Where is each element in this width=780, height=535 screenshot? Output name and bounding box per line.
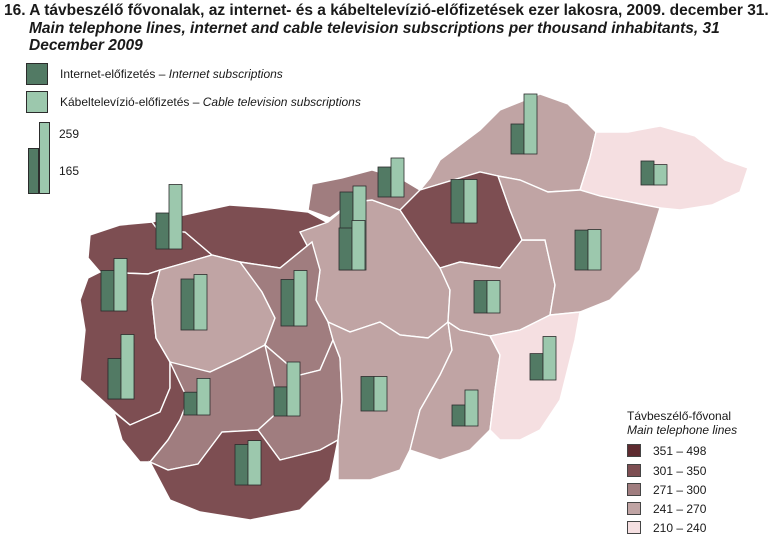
bar-internet-bacs-kiskun [360, 376, 375, 412]
legend-class-swatch [627, 521, 641, 534]
legend-class-4: 241 – 270 [627, 502, 777, 516]
bar-internet-fejer [280, 279, 295, 327]
scale-label-small: 165 [59, 164, 80, 178]
choropleth-legend: Távbeszélő-fővonal Main telephone lines … [627, 409, 777, 535]
bar-cable-borsod-abauj-zemplen [523, 93, 538, 155]
legend-swatch-internet [26, 63, 48, 85]
bar-internet-hajdu-bihar [574, 229, 589, 271]
legend-swatch-cable [26, 91, 48, 113]
choropleth-legend-title-hu: Távbeszélő-fővonal [627, 409, 732, 423]
legend-class-label: 301 – 350 [653, 464, 707, 478]
bar-cable-hajdu-bihar [587, 229, 602, 271]
bar-cable-bekes [542, 336, 557, 381]
legend-class-5: 210 – 240 [627, 521, 777, 535]
bar-cable-somogy [196, 377, 211, 416]
bar-cable-pest [351, 220, 366, 271]
bar-internet-veszprem [180, 278, 195, 331]
bar-internet-tolna [273, 386, 288, 417]
bar-cable-fejer [293, 270, 308, 327]
bar-cable-veszprem [193, 274, 208, 331]
map-title: 16. A távbeszélő fővonalak, az internet-… [4, 2, 769, 19]
bar-internet-bekes [529, 353, 544, 381]
bar-internet-jasz-nagykun-szolnok [473, 280, 488, 314]
bar-cable-gyor-moson-sopron [113, 258, 128, 312]
bar-internet-zala [107, 358, 122, 400]
scale-label-big: 259 [59, 127, 80, 141]
legend-class-label: 271 – 300 [653, 483, 707, 497]
bar-internet-borsod-abauj-zemplen [510, 123, 525, 155]
choropleth-legend-title-en: Main telephone lines [627, 423, 738, 437]
legend-class-label: 210 – 240 [653, 521, 707, 535]
bar-internet-heves [450, 179, 465, 224]
legend-label-internet-hu: Internet-előfizetés – [60, 67, 169, 81]
bar-internet-somogy [183, 391, 198, 416]
bar-cable-tolna [286, 361, 301, 417]
bar-cable-bacs-kiskun [373, 376, 388, 412]
map-subtitle: Main telephone lines, internet and cable… [29, 20, 720, 54]
legend-label-internet-en: Internet subscriptions [168, 67, 283, 81]
bar-internet-baranya [234, 444, 249, 486]
bar-cable-zala [120, 334, 135, 400]
legend-class-2: 301 – 350 [627, 464, 777, 478]
bar-internet-komarom-esztergom [155, 212, 170, 250]
legend-class-label: 351 – 498 [653, 444, 707, 458]
legend-label-cable-hu: Kábeltelevízió-előfizetés – [60, 95, 203, 109]
legend-class-3: 271 – 300 [627, 483, 777, 497]
bar-internet-pest [338, 227, 353, 271]
legend-class-swatch [627, 444, 641, 457]
bar-cable-csongrad [464, 389, 479, 427]
bar-cable-szabolcs-szatmar-bereg [653, 164, 668, 186]
bar-cable-baranya [247, 440, 262, 486]
bar-cable-komarom-esztergom [168, 184, 183, 250]
bar-internet-csongrad [451, 404, 466, 427]
legend-class-swatch [627, 483, 641, 496]
county-bars [100, 93, 668, 486]
title-block: 16. A távbeszélő fővonalak, az internet-… [4, 2, 778, 54]
bar-cable-nograd [390, 157, 405, 198]
legend-class-1: 351 – 498 [627, 444, 777, 458]
bar-cable-jasz-nagykun-szolnok [486, 280, 501, 314]
scale-bar-big [39, 122, 50, 194]
bar-internet-nograd [377, 166, 392, 198]
legend-class-swatch [627, 464, 641, 477]
bar-cable-heves [463, 179, 478, 224]
legend-class-swatch [627, 502, 641, 515]
legend-class-label: 241 – 270 [653, 502, 707, 516]
bar-internet-szabolcs-szatmar-bereg [640, 160, 655, 186]
scale-bar-small [28, 148, 39, 194]
bar-internet-gyor-moson-sopron [100, 270, 115, 312]
legend-label-cable-en: Cable television subscriptions [202, 95, 361, 109]
